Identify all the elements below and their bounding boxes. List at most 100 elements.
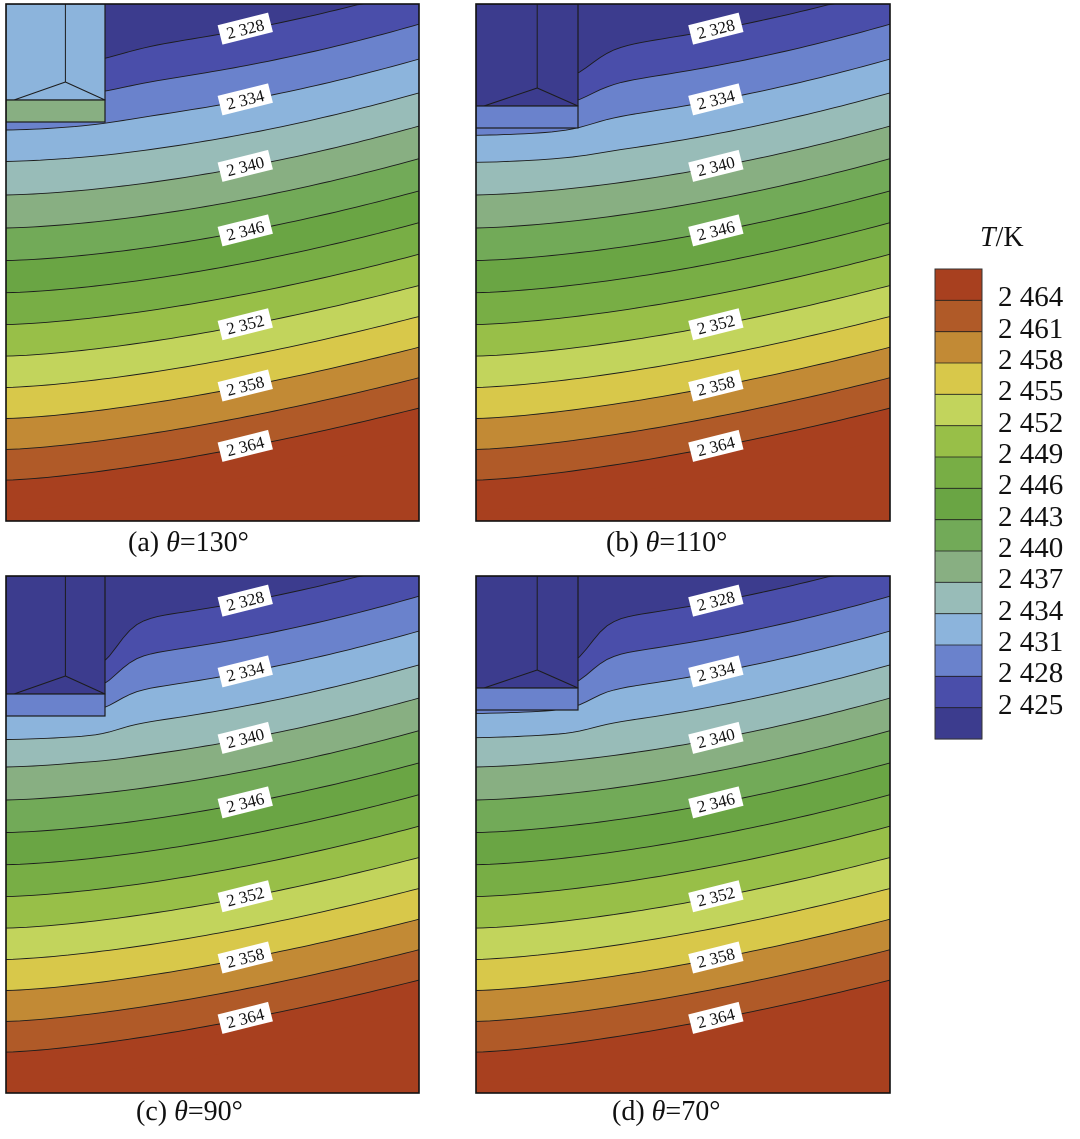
electrode-edge: [65, 81, 106, 101]
caption-b-value: =110°: [659, 527, 728, 558]
contour-line: [476, 918, 890, 991]
contour-label: 2 358: [688, 369, 744, 402]
contour-label: 2 358: [217, 941, 273, 974]
colorbar-swatch: [935, 363, 982, 395]
contour-label-bg: [217, 369, 273, 402]
contour-line: [6, 58, 419, 131]
electrode-edge: [13, 81, 66, 101]
contour-label-bg: [217, 83, 273, 116]
caption-c-value: =90°: [187, 1096, 243, 1127]
electrode-edge: [13, 675, 66, 695]
electrode-body: [6, 4, 106, 101]
contour-label-bg: [688, 149, 744, 182]
contour-label: 2 328: [688, 584, 744, 617]
contour-label-bg: [688, 369, 744, 402]
contour-label-bg: [688, 584, 744, 617]
colorbar-swatch: [935, 551, 982, 583]
colorbar-swatch: [935, 457, 982, 489]
contour-label-bg: [688, 786, 744, 819]
colorbar-swatch: [935, 582, 982, 615]
legend-tick: 2 437: [998, 563, 1064, 596]
contour-line: [6, 222, 419, 294]
contour-label-bg: [688, 655, 744, 688]
colorbar-frame: [934, 268, 983, 740]
contour-line: [476, 407, 890, 481]
electrode-edge: [536, 669, 579, 689]
contour-line: [476, 664, 890, 739]
contour-label-bg: [688, 1001, 744, 1034]
contour-line: [476, 253, 890, 326]
colorbar-swatch: [935, 645, 982, 677]
contour-label-bg: [688, 941, 744, 974]
caption-a-var: θ: [166, 527, 180, 558]
contour-line: [6, 125, 419, 196]
contour-line: [476, 316, 890, 388]
colorbar-swatch: [935, 300, 982, 333]
caption-c-var: θ: [174, 1096, 188, 1127]
contour-label: 2 334: [217, 83, 273, 116]
legend-tick: 2 425: [998, 688, 1064, 721]
legend-tick: 2 428: [998, 657, 1064, 690]
contour-line: [476, 697, 890, 768]
contour-label-bg: [688, 308, 744, 341]
contour-label-bg: [688, 721, 744, 754]
electrode-tip: [476, 687, 579, 711]
contour-line: [6, 664, 419, 740]
caption-d-prefix: (d): [612, 1096, 652, 1127]
panel-frame: [475, 3, 891, 522]
contour-label-bg: [217, 214, 273, 247]
contour-line: [6, 407, 419, 481]
temperature-band: [476, 576, 890, 673]
caption-b: (b) θ=110°: [606, 527, 727, 559]
contour-line: [6, 888, 419, 960]
colorbar-swatch: [935, 676, 982, 709]
contour-line: [6, 857, 419, 929]
caption-c-prefix: (c): [136, 1096, 175, 1127]
contour-line: [476, 949, 890, 1022]
electrode-tip: [6, 693, 106, 717]
caption-c: (c) θ=90°: [136, 1096, 243, 1128]
contour-line: [476, 346, 890, 419]
electrode-tip: [476, 105, 579, 129]
caption-a-prefix: (a): [128, 527, 167, 558]
colorbar-swatch: [935, 331, 982, 364]
contour-line: [476, 730, 890, 801]
contour-line: [6, 825, 419, 898]
contour-label-bg: [217, 880, 273, 913]
legend-tick: 2 431: [998, 626, 1064, 658]
caption-d-value: =70°: [665, 1096, 721, 1127]
contour-line: [6, 158, 419, 229]
legend-tick: 2 449: [998, 438, 1064, 470]
contour-line: [476, 825, 890, 898]
electrode-tip: [6, 99, 106, 123]
legend-tick: 2 452: [998, 406, 1064, 439]
contour-line: [476, 158, 890, 229]
contour-line: [6, 794, 419, 866]
contour-label-bg: [688, 83, 744, 116]
legend-title: T/K: [980, 222, 1024, 254]
contour-line: [6, 253, 419, 326]
contour-label-bg: [217, 786, 273, 819]
contour-label-bg: [217, 12, 273, 45]
colorbar-swatch: [935, 269, 982, 301]
contour-line: [476, 222, 890, 294]
electrode-edge: [536, 87, 579, 107]
legend-tick: 2 464: [998, 281, 1064, 314]
legend-tick: 2 455: [998, 375, 1064, 408]
contour-line: [476, 979, 890, 1053]
contour-label-bg: [217, 308, 273, 341]
contour-line: [6, 377, 419, 450]
colorbar-swatch: [935, 613, 982, 646]
contour-line: [476, 794, 890, 866]
contour-line: [476, 58, 890, 136]
electrode-edge: [483, 669, 538, 689]
temperature-band: [476, 4, 890, 86]
contour-label-bg: [688, 429, 744, 462]
temperature-band: [6, 576, 419, 676]
caption-b-var: θ: [645, 527, 660, 558]
legend-tick: 2 446: [998, 469, 1064, 502]
contour-label-bg: [688, 880, 744, 913]
